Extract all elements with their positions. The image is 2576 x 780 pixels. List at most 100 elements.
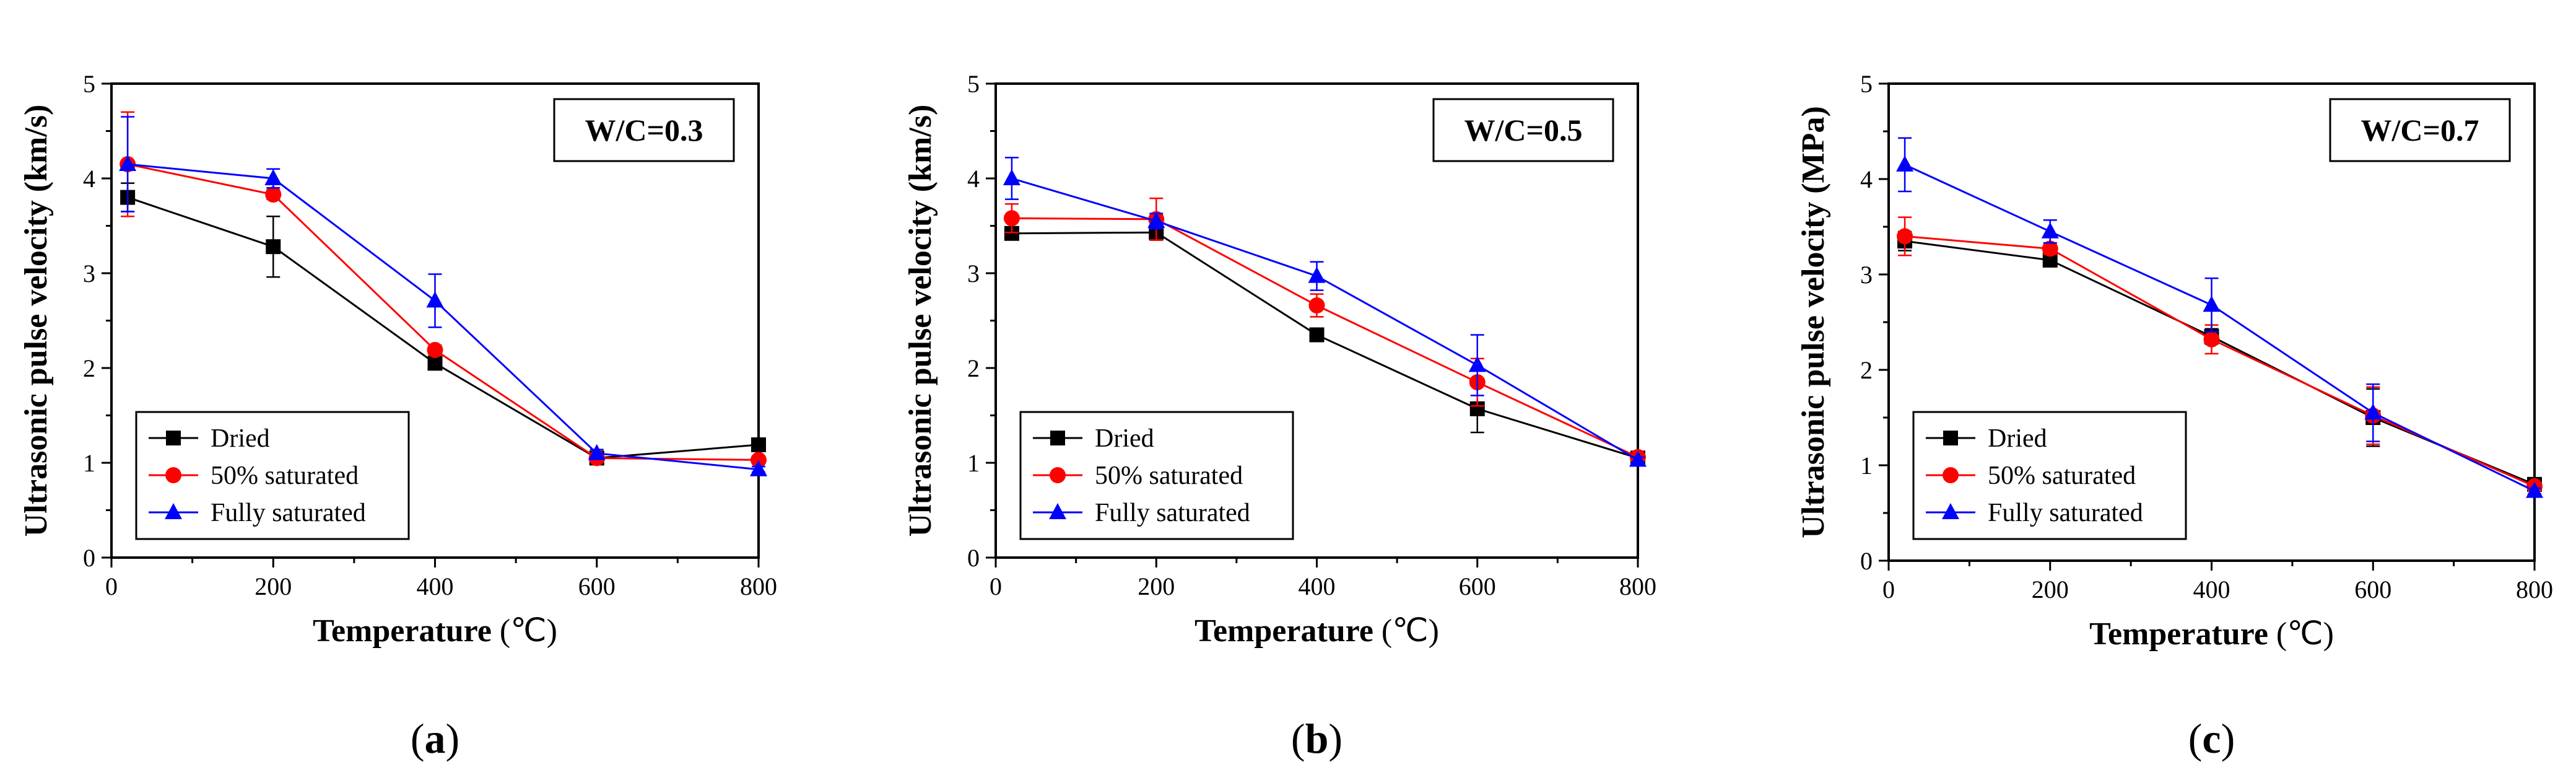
x-tick-label: 600 xyxy=(578,572,616,600)
x-tick-label: 200 xyxy=(1138,572,1175,600)
data-point xyxy=(2203,331,2220,348)
legend-marker xyxy=(1942,503,1959,519)
data-point xyxy=(751,437,766,452)
annotation-text: W/C=0.3 xyxy=(585,113,703,147)
y-tick-label: 2 xyxy=(83,354,95,382)
y-tick-label: 5 xyxy=(967,70,980,98)
y-tick-label: 4 xyxy=(83,165,95,193)
y-tick-label: 1 xyxy=(83,449,95,477)
y-tick-label: 4 xyxy=(967,165,980,193)
data-point xyxy=(1897,228,1913,245)
data-point xyxy=(2203,296,2221,312)
x-tick-label: 600 xyxy=(2354,576,2391,603)
data-point xyxy=(264,169,282,185)
legend-label: Fully saturated xyxy=(1988,499,2143,527)
data-point xyxy=(426,291,444,308)
x-tick-label: 600 xyxy=(1459,572,1496,600)
y-tick-label: 2 xyxy=(1860,356,1873,384)
y-axis-title: Ultrasonic pulse velocity (MPa) xyxy=(1796,106,1831,538)
y-tick-label: 5 xyxy=(83,70,95,98)
panel-label-letter: c xyxy=(2202,715,2221,762)
y-tick-label: 4 xyxy=(1860,165,1873,193)
panel-label-letter: b xyxy=(1305,715,1329,762)
data-point xyxy=(266,239,281,255)
data-point xyxy=(427,341,443,358)
y-tick-label: 0 xyxy=(1860,547,1873,575)
data-point xyxy=(1629,450,1647,467)
legend-label: 50% saturated xyxy=(1095,462,1243,490)
y-tick-label: 1 xyxy=(1860,452,1873,480)
data-point xyxy=(1003,210,1020,227)
y-tick-label: 0 xyxy=(83,544,95,572)
data-point xyxy=(427,356,443,371)
legend-marker xyxy=(165,467,181,483)
panel-label: (c) xyxy=(2188,715,2235,762)
y-tick-label: 1 xyxy=(967,449,980,477)
legend-label: 50% saturated xyxy=(211,462,359,490)
x-axis-title-text: Temperature xyxy=(2089,616,2276,652)
data-point xyxy=(1308,297,1325,314)
x-tick-label: 200 xyxy=(255,572,292,600)
legend-label: 50% saturated xyxy=(1988,462,2136,490)
x-axis-title-text: Temperature xyxy=(1194,613,1382,649)
data-point xyxy=(2364,403,2382,420)
data-point xyxy=(2042,240,2058,257)
y-tick-label: 2 xyxy=(967,354,980,382)
x-axis-unit: (℃) xyxy=(500,613,557,649)
x-tick-label: 0 xyxy=(1882,576,1895,603)
x-axis-title: Temperature (℃) xyxy=(1194,613,1439,649)
data-point xyxy=(750,460,767,476)
legend-marker xyxy=(1943,431,1958,445)
x-tick-label: 400 xyxy=(2193,576,2230,603)
y-tick-label: 5 xyxy=(1860,70,1873,98)
annotation-box xyxy=(1432,98,1614,162)
x-axis-title: Temperature (℃) xyxy=(2089,616,2334,652)
data-point xyxy=(1147,211,1165,228)
data-point xyxy=(265,186,282,203)
chart-panel-a: 0 200 400 600 800 0 1 2 3 4 5 Temperature (℃) Ultras… xyxy=(19,70,777,762)
x-tick-label: 400 xyxy=(1299,572,1336,600)
x-tick-label: 200 xyxy=(2032,576,2069,603)
x-axis-title: Temperature (℃) xyxy=(313,613,557,649)
x-axis-title-text: Temperature xyxy=(313,613,500,649)
legend-label: Fully saturated xyxy=(211,499,366,527)
legend-marker xyxy=(165,503,182,519)
x-tick-label: 800 xyxy=(740,572,777,600)
y-tick-label: 0 xyxy=(967,544,980,572)
y-axis-title: Ultrasonic pulse velocity (km/s) xyxy=(903,105,938,537)
x-tick-label: 0 xyxy=(990,572,1002,600)
data-point xyxy=(1468,356,1486,372)
y-axis-title: Ultrasonic pulse velocity (km/s) xyxy=(19,105,54,537)
annotation-box xyxy=(2329,98,2511,162)
annotation-text: W/C=0.7 xyxy=(2361,113,2479,147)
data-point xyxy=(1003,169,1020,185)
data-point xyxy=(1896,155,1914,172)
legend-label: Dried xyxy=(1095,424,1154,453)
data-point xyxy=(119,155,137,172)
chart-panel-c: 0 200 400 600 800 0 1 2 3 4 5 Temperature (℃) Ultras… xyxy=(1796,70,2553,762)
legend-marker xyxy=(1050,467,1066,483)
data-point xyxy=(1308,266,1326,283)
x-axis-unit: (℃) xyxy=(1382,613,1439,649)
x-tick-label: 400 xyxy=(417,572,454,600)
annotation-box xyxy=(553,98,735,162)
legend-label: Fully saturated xyxy=(1095,499,1250,527)
x-tick-label: 800 xyxy=(2516,576,2553,603)
legend-marker xyxy=(1050,431,1065,445)
x-tick-label: 0 xyxy=(105,572,118,600)
annotation-text: W/C=0.5 xyxy=(1464,113,1583,147)
legend-marker xyxy=(1943,467,1959,483)
data-point xyxy=(2041,222,2059,239)
y-tick-label: 3 xyxy=(1860,261,1873,289)
legend-label: Dried xyxy=(1988,424,2047,453)
panel-label: (a) xyxy=(411,715,459,762)
data-point xyxy=(2526,481,2543,498)
data-point xyxy=(751,452,767,468)
x-tick-label: 800 xyxy=(1619,572,1656,600)
x-axis-unit: (℃) xyxy=(2276,616,2334,652)
y-tick-label: 3 xyxy=(83,260,95,287)
y-tick-label: 3 xyxy=(967,260,980,287)
legend-label: Dried xyxy=(211,424,270,453)
panel-label-letter: a xyxy=(425,715,446,762)
